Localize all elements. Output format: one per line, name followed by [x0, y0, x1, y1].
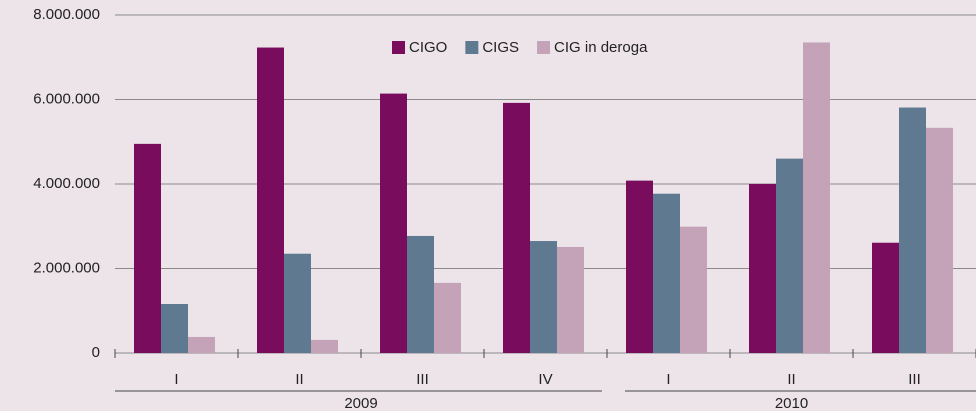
bar — [380, 93, 407, 354]
x-tick-label: I — [666, 371, 670, 388]
legend-label: CIG in deroga — [554, 39, 648, 56]
legend-label: CIGS — [482, 39, 519, 56]
y-tick-label: 4.000.000 — [33, 175, 100, 192]
legend-swatch — [537, 41, 551, 54]
y-tick-label: 6.000.000 — [33, 90, 100, 107]
x-tick-label: II — [295, 371, 303, 388]
x-tick-label: III — [416, 371, 429, 388]
y-tick-label: 0 — [92, 344, 100, 361]
bar — [926, 127, 953, 354]
bar — [257, 47, 284, 353]
legend-swatch — [465, 41, 479, 54]
bar — [530, 241, 557, 353]
bar — [776, 158, 803, 353]
bar — [434, 282, 461, 353]
bar — [284, 253, 311, 353]
bar — [899, 107, 926, 353]
bar — [749, 184, 776, 353]
bar — [161, 303, 188, 353]
x-tick-label: II — [787, 371, 795, 388]
x-tick-label: I — [174, 371, 178, 388]
legend-label: CIGO — [409, 39, 447, 56]
bar — [803, 42, 830, 354]
bar — [626, 180, 653, 353]
group-label: 2009 — [344, 395, 377, 411]
bar — [557, 246, 584, 353]
bar — [407, 235, 434, 353]
bar — [872, 242, 899, 353]
y-tick-label: 2.000.000 — [33, 259, 100, 276]
bar — [311, 339, 338, 353]
group-label: 2010 — [775, 395, 808, 411]
legend-swatch — [392, 41, 405, 54]
bar — [653, 193, 680, 353]
bar — [134, 143, 161, 353]
y-tick-label: 8.000.000 — [33, 6, 100, 23]
bar — [503, 102, 530, 353]
bar — [188, 336, 215, 353]
x-tick-label: IV — [538, 371, 552, 388]
bar — [680, 226, 707, 353]
x-tick-label: III — [908, 371, 921, 388]
